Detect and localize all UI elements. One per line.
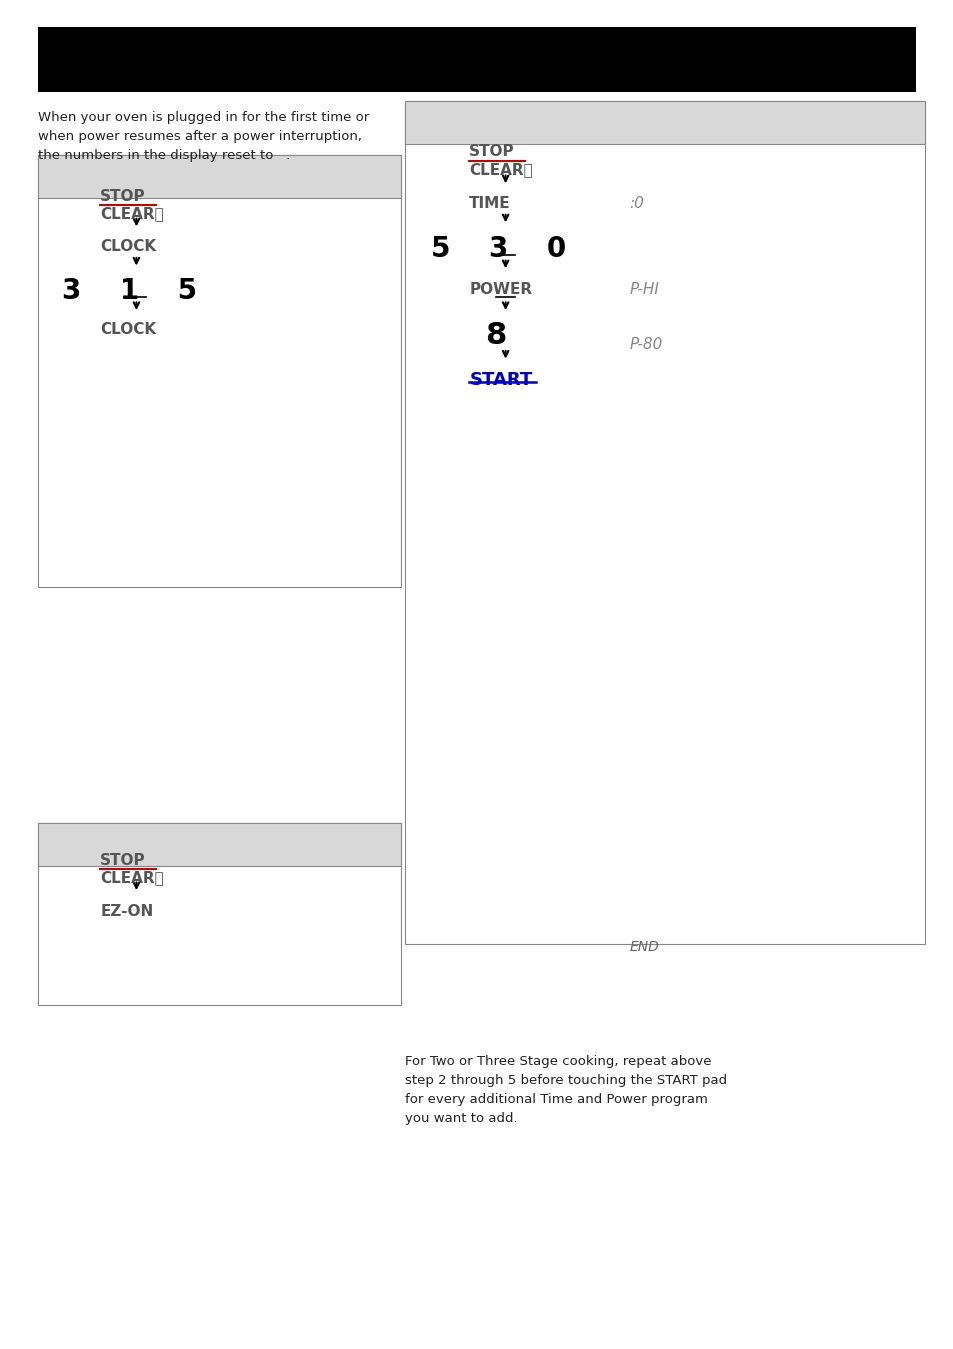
Text: 5    3    0: 5 3 0 xyxy=(431,235,566,263)
Text: P-HI: P-HI xyxy=(629,282,659,297)
Text: CLEAR⚿: CLEAR⚿ xyxy=(100,206,164,221)
Bar xyxy=(405,101,924,944)
Text: STOP: STOP xyxy=(100,189,146,204)
Text: When your oven is plugged in for the first time or
when power resumes after a po: When your oven is plugged in for the fir… xyxy=(38,111,369,162)
Text: P-80: P-80 xyxy=(629,337,662,352)
Text: POWER: POWER xyxy=(469,282,532,297)
Text: CLOCK: CLOCK xyxy=(100,322,156,337)
Text: START: START xyxy=(469,371,532,389)
Text: 8: 8 xyxy=(484,321,505,349)
Bar xyxy=(405,101,924,144)
Text: CLEAR⚿: CLEAR⚿ xyxy=(469,162,533,177)
Bar xyxy=(38,27,915,92)
Text: CLOCK: CLOCK xyxy=(100,239,156,254)
Bar xyxy=(38,823,400,866)
Text: EZ-ON: EZ-ON xyxy=(100,904,153,919)
Bar xyxy=(38,155,400,198)
Bar xyxy=(38,823,400,1005)
Text: 3    1    5: 3 1 5 xyxy=(62,277,197,305)
Text: :0: :0 xyxy=(629,196,644,210)
Text: For Two or Three Stage cooking, repeat above
step 2 through 5 before touching th: For Two or Three Stage cooking, repeat a… xyxy=(405,1055,727,1125)
Text: STOP: STOP xyxy=(100,853,146,867)
Text: TIME: TIME xyxy=(469,196,511,210)
Text: END: END xyxy=(629,940,659,954)
Text: CLEAR⚿: CLEAR⚿ xyxy=(100,870,164,885)
Text: STOP: STOP xyxy=(469,144,515,159)
Bar xyxy=(38,155,400,587)
